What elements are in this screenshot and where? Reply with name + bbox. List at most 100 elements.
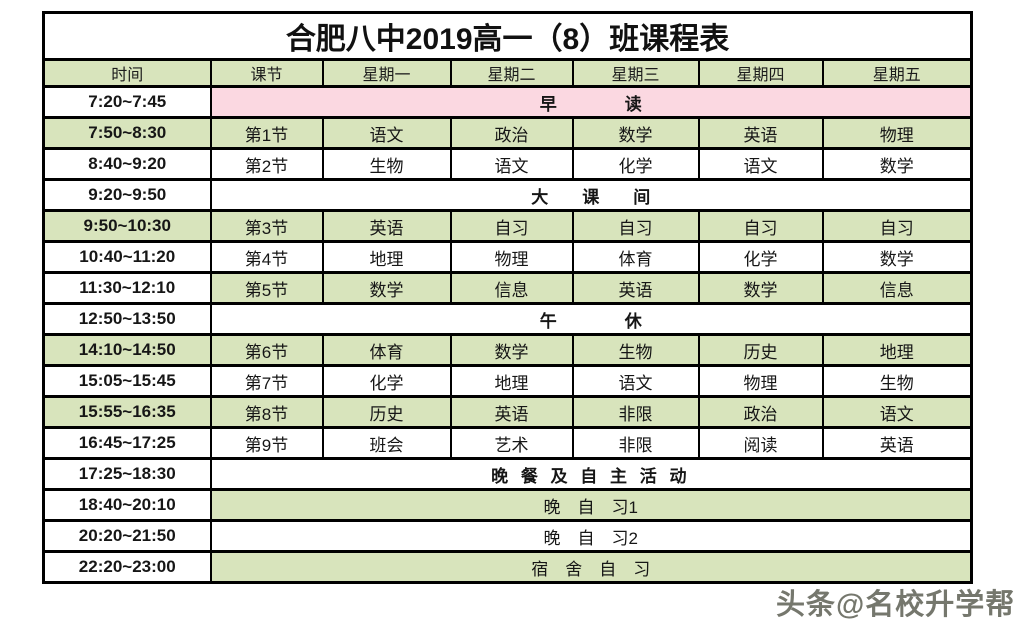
subject-cell: 体育 — [571, 240, 700, 274]
merged-activity-cell: 晚 自 习1 — [209, 488, 973, 522]
table-row: 15:05~15:45 第7节 化学 地理 语文 物理 生物 — [42, 364, 973, 398]
table-row: 17:25~18:30 晚 餐 及 自 主 活 动 — [42, 457, 973, 491]
time-cell: 7:20~7:45 — [42, 85, 212, 119]
merged-activity-cell: 宿 舍 自 习 — [209, 550, 973, 584]
period-cell: 第9节 — [209, 426, 324, 460]
time-cell: 7:50~8:30 — [42, 116, 212, 150]
timetable-sheet: 合肥八中2019高一（8）班课程表 时间 课节 星期一 星期二 星期三 星期四 … — [42, 11, 974, 584]
table-row: 12:50~13:50 午 休 — [42, 302, 973, 336]
time-cell: 11:30~12:10 — [42, 271, 212, 305]
period-cell: 第3节 — [209, 209, 324, 243]
column-header-tuesday: 星期二 — [449, 58, 574, 88]
subject-cell: 语文 — [321, 116, 452, 150]
table-row: 7:50~8:30 第1节 语文 政治 数学 英语 物理 — [42, 116, 973, 150]
subject-cell: 非限 — [571, 426, 700, 460]
column-header-thursday: 星期四 — [697, 58, 824, 88]
period-cell: 第6节 — [209, 333, 324, 367]
table-row: 7:20~7:45 早 读 — [42, 85, 973, 119]
subject-cell: 阅读 — [697, 426, 824, 460]
subject-cell: 语文 — [571, 364, 700, 398]
subject-cell: 体育 — [321, 333, 452, 367]
subject-cell: 信息 — [449, 271, 574, 305]
table-row: 10:40~11:20 第4节 地理 物理 体育 化学 数学 — [42, 240, 973, 274]
time-cell: 12:50~13:50 — [42, 302, 212, 336]
table-row: 15:55~16:35 第8节 历史 英语 非限 政治 语文 — [42, 395, 973, 429]
subject-cell: 自习 — [821, 209, 973, 243]
subject-cell: 数学 — [449, 333, 574, 367]
time-cell: 8:40~9:20 — [42, 147, 212, 181]
subject-cell: 生物 — [821, 364, 973, 398]
subject-cell: 信息 — [821, 271, 973, 305]
column-header-time: 时间 — [42, 58, 212, 88]
time-cell: 9:50~10:30 — [42, 209, 212, 243]
period-cell: 第7节 — [209, 364, 324, 398]
subject-cell: 数学 — [571, 116, 700, 150]
time-cell: 18:40~20:10 — [42, 488, 212, 522]
column-header-monday: 星期一 — [321, 58, 452, 88]
subject-cell: 数学 — [321, 271, 452, 305]
subject-cell: 英语 — [697, 116, 824, 150]
subject-cell: 化学 — [321, 364, 452, 398]
column-header-friday: 星期五 — [821, 58, 973, 88]
subject-cell: 数学 — [697, 271, 824, 305]
table-row: 16:45~17:25 第9节 班会 艺术 非限 阅读 英语 — [42, 426, 973, 460]
subject-cell: 语文 — [449, 147, 574, 181]
subject-cell: 政治 — [697, 395, 824, 429]
time-cell: 9:20~9:50 — [42, 178, 212, 212]
period-cell: 第1节 — [209, 116, 324, 150]
time-cell: 14:10~14:50 — [42, 333, 212, 367]
time-cell: 15:55~16:35 — [42, 395, 212, 429]
time-cell: 10:40~11:20 — [42, 240, 212, 274]
table-row: 14:10~14:50 第6节 体育 数学 生物 历史 地理 — [42, 333, 973, 367]
subject-cell: 自习 — [571, 209, 700, 243]
merged-activity-cell: 大 课 间 — [209, 178, 973, 212]
subject-cell: 英语 — [571, 271, 700, 305]
subject-cell: 自习 — [697, 209, 824, 243]
subject-cell: 物理 — [449, 240, 574, 274]
period-cell: 第8节 — [209, 395, 324, 429]
subject-cell: 数学 — [821, 240, 973, 274]
period-cell: 第4节 — [209, 240, 324, 274]
table-row: 22:20~23:00 宿 舍 自 习 — [42, 550, 973, 584]
header-row: 时间 课节 星期一 星期二 星期三 星期四 星期五 — [42, 58, 973, 88]
subject-cell: 历史 — [321, 395, 452, 429]
subject-cell: 物理 — [697, 364, 824, 398]
table-row: 11:30~12:10 第5节 数学 信息 英语 数学 信息 — [42, 271, 973, 305]
subject-cell: 非限 — [571, 395, 700, 429]
table-row: 8:40~9:20 第2节 生物 语文 化学 语文 数学 — [42, 147, 973, 181]
subject-cell: 地理 — [821, 333, 973, 367]
column-header-wednesday: 星期三 — [571, 58, 700, 88]
subject-cell: 自习 — [449, 209, 574, 243]
period-cell: 第2节 — [209, 147, 324, 181]
period-cell: 第5节 — [209, 271, 324, 305]
title-row: 合肥八中2019高一（8）班课程表 — [42, 11, 973, 61]
merged-activity-cell: 早 读 — [209, 85, 973, 119]
table-row: 18:40~20:10 晚 自 习1 — [42, 488, 973, 522]
subject-cell: 英语 — [821, 426, 973, 460]
time-cell: 22:20~23:00 — [42, 550, 212, 584]
subject-cell: 地理 — [321, 240, 452, 274]
subject-cell: 班会 — [321, 426, 452, 460]
table-row: 9:50~10:30 第3节 英语 自习 自习 自习 自习 — [42, 209, 973, 243]
column-header-period: 课节 — [209, 58, 324, 88]
subject-cell: 生物 — [571, 333, 700, 367]
merged-activity-cell: 午 休 — [209, 302, 973, 336]
subject-cell: 生物 — [321, 147, 452, 181]
table-row: 20:20~21:50 晚 自 习2 — [42, 519, 973, 553]
subject-cell: 英语 — [449, 395, 574, 429]
time-cell: 16:45~17:25 — [42, 426, 212, 460]
subject-cell: 语文 — [821, 395, 973, 429]
subject-cell: 政治 — [449, 116, 574, 150]
subject-cell: 语文 — [697, 147, 824, 181]
subject-cell: 历史 — [697, 333, 824, 367]
subject-cell: 物理 — [821, 116, 973, 150]
time-cell: 17:25~18:30 — [42, 457, 212, 491]
time-cell: 15:05~15:45 — [42, 364, 212, 398]
page-title: 合肥八中2019高一（8）班课程表 — [42, 11, 973, 61]
subject-cell: 化学 — [697, 240, 824, 274]
subject-cell: 数学 — [821, 147, 973, 181]
subject-cell: 地理 — [449, 364, 574, 398]
timetable-body: 7:20~7:45 早 读 7:50~8:30 第1节 语文 政治 数学 英语 物理 8:40~9… — [42, 85, 973, 584]
time-cell: 20:20~21:50 — [42, 519, 212, 553]
